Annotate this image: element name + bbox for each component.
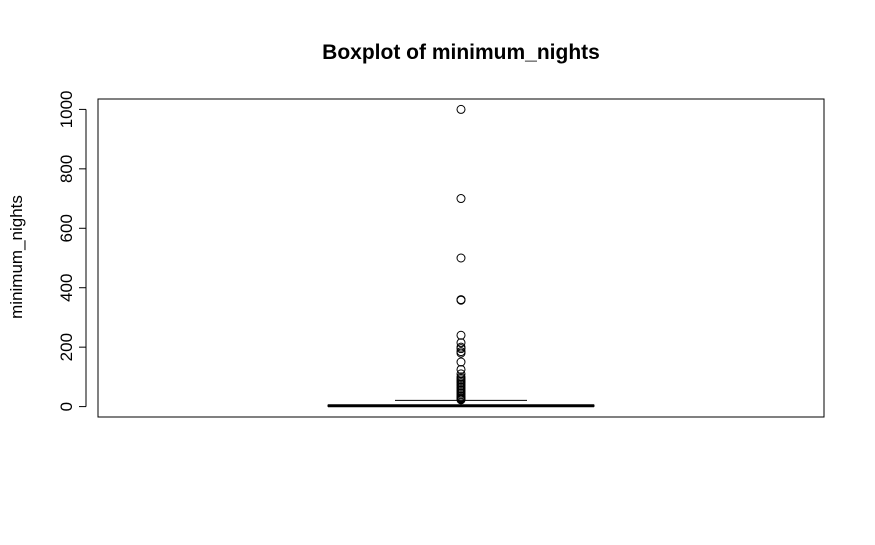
outlier-point (456, 369, 466, 379)
outlier-point (456, 330, 466, 340)
outlier-point (456, 253, 466, 263)
outliers (456, 104, 466, 405)
y-tick-label: 400 (57, 274, 76, 302)
y-tick-label: 0 (57, 402, 76, 411)
y-tick-label: 1000 (57, 90, 76, 128)
outlier-point (456, 357, 466, 367)
outlier-point (456, 104, 466, 114)
y-tick-label: 800 (57, 155, 76, 183)
outlier-point (456, 295, 466, 305)
y-tick-label: 600 (57, 214, 76, 242)
outlier-point (456, 364, 466, 374)
y-axis-label: minimum_nights (7, 195, 26, 319)
y-tick-label: 200 (57, 333, 76, 361)
outlier-point (456, 395, 466, 405)
outlier-point (456, 338, 466, 348)
y-axis: 0 200 400 600 800 1000 (57, 90, 87, 411)
plot-frame (97, 98, 825, 418)
outlier-point (456, 344, 466, 354)
outlier-point (456, 348, 466, 358)
outlier-point (456, 194, 466, 204)
chart-title: Boxplot of minimum_nights (322, 41, 600, 64)
